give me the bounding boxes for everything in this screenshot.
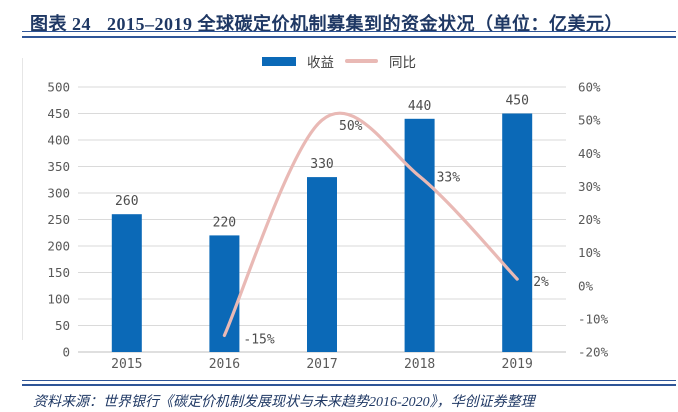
figure-title: 图表 24 2015–2019 全球碳定价机制募集到的资金状况（单位：亿美元） — [30, 10, 623, 36]
right-axis-tick: -20% — [578, 345, 609, 360]
right-axis-tick: 40% — [578, 146, 601, 161]
left-axis-tick: 500 — [47, 80, 70, 95]
x-axis-label: 2018 — [404, 357, 435, 372]
figure-heading: 2015–2019 全球碳定价机制募集到的资金状况（单位：亿美元） — [107, 14, 623, 34]
left-axis-tick: 0 — [62, 345, 70, 360]
legend-bar-label: 收益 — [307, 55, 334, 70]
x-axis-label: 2019 — [502, 357, 533, 372]
left-axis-tick: 100 — [47, 292, 70, 307]
bar-value-label: 450 — [505, 94, 528, 109]
x-axis-label: 2016 — [209, 357, 240, 372]
x-axis-label: 2015 — [111, 357, 142, 372]
legend-bar-swatch — [262, 56, 296, 66]
left-axis-tick: 200 — [47, 239, 70, 254]
figure-label: 图表 24 — [30, 14, 91, 34]
x-axis-label: 2017 — [306, 357, 337, 372]
left-axis-tick: 450 — [47, 106, 70, 121]
line-value-label: 50% — [339, 119, 363, 134]
footer-rule — [22, 380, 676, 386]
bar-value-label: 330 — [310, 157, 333, 172]
trend-line — [222, 111, 519, 337]
bar-value-label: 440 — [408, 99, 431, 114]
title-rule — [22, 31, 676, 38]
line-value-label: 2% — [533, 275, 549, 290]
right-axis-tick: 20% — [578, 212, 601, 227]
left-axis-tick: 300 — [47, 186, 70, 201]
right-axis-tick: -10% — [578, 311, 609, 326]
bar — [111, 214, 142, 352]
left-axis-tick: 50 — [55, 318, 70, 333]
chart-legend: 收益 同比 — [0, 51, 678, 71]
bar-value-label: 260 — [115, 194, 138, 209]
line-value-label: 33% — [437, 170, 461, 185]
bar-value-label: 220 — [213, 215, 236, 230]
left-axis-tick: 250 — [47, 212, 70, 227]
right-axis-tick: 10% — [578, 245, 601, 260]
legend-line-label: 同比 — [389, 55, 416, 70]
source-note: 资料来源：世界银行《碳定价机制发展现状与未来趋势2016-2020》，华创证券整… — [33, 395, 535, 410]
bar — [502, 113, 533, 352]
left-axis-tick: 150 — [47, 265, 70, 280]
legend-line-swatch — [345, 59, 378, 63]
right-axis-tick: 50% — [578, 113, 601, 128]
right-axis-tick: 30% — [578, 179, 601, 194]
right-axis-tick: 60% — [578, 80, 601, 95]
bar — [404, 118, 435, 352]
left-axis-tick: 400 — [47, 133, 70, 148]
right-axis-tick: 0% — [578, 278, 594, 293]
bar — [307, 177, 337, 352]
line-value-label: -15% — [243, 332, 274, 347]
left-axis-tick: 350 — [47, 159, 70, 174]
